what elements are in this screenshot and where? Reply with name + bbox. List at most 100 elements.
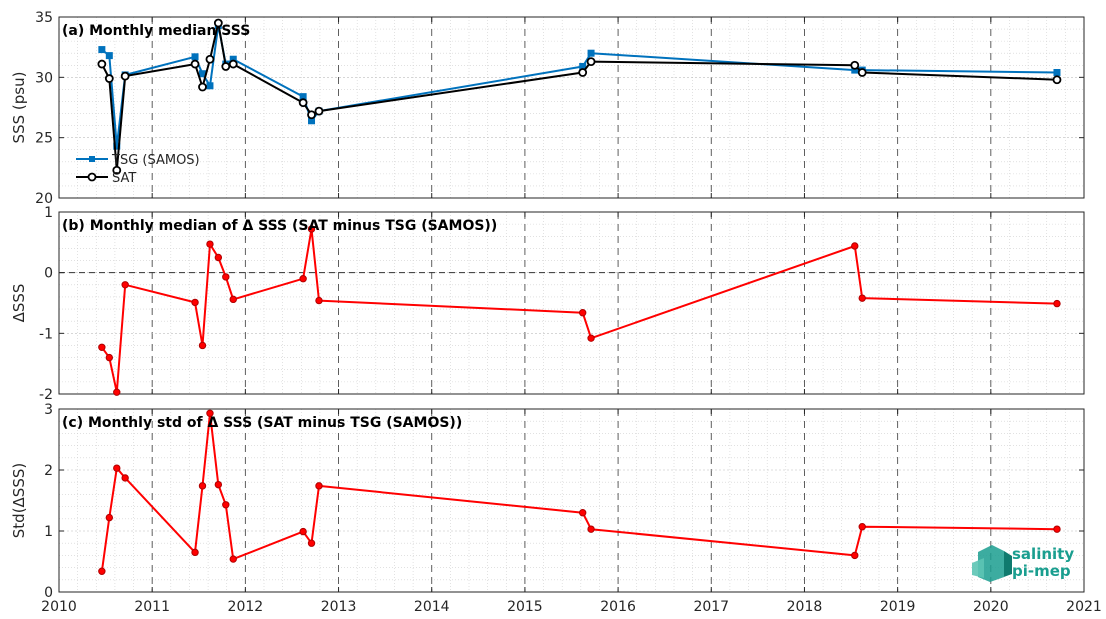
data-point (851, 551, 859, 560)
series-0 (98, 409, 1061, 575)
y-tick-label: 25 (35, 131, 53, 147)
data-point (222, 273, 230, 281)
y-tick-label: 30 (35, 70, 53, 86)
data-point (858, 294, 866, 302)
salinity-pi-mep-logo: salinity pi-mep (972, 545, 1074, 582)
x-tick-label: 2021 (1066, 599, 1102, 615)
data-point (857, 68, 867, 77)
y-tick-label: -2 (39, 387, 53, 403)
y-tick-label: -1 (39, 326, 53, 342)
x-tick-label: 2015 (507, 599, 543, 615)
data-point (1053, 299, 1061, 308)
data-point (578, 509, 587, 517)
legend-entry-label: SAT (112, 171, 136, 186)
data-point (191, 298, 199, 307)
legend-entry-label: TSG (SAMOS) (111, 153, 200, 168)
logo-text-line1: salinity (1012, 545, 1074, 563)
data-point (1052, 75, 1062, 85)
data-point (221, 62, 231, 71)
data-point (315, 296, 323, 305)
grid-minor (59, 17, 1084, 198)
panel-a-monthly-median-sss: 20 25 30 35 SSS (psu) TSG (SAMOS) SAT (a) Month… (10, 10, 1085, 207)
x-tick-label: 2017 (693, 599, 729, 615)
panel-title: (b) Monthly median of Δ SSS (SAT minus T… (62, 218, 497, 234)
x-tick-label: 2014 (414, 599, 450, 615)
data-point (307, 225, 316, 233)
y-axis-label: ΔSSS (10, 284, 28, 323)
plot-area (59, 409, 1084, 592)
data-point (587, 49, 595, 57)
x-tick-label: 2012 (228, 599, 264, 615)
x-tick-label: 2013 (321, 599, 357, 615)
data-point (858, 523, 866, 531)
y-axis-label: SSS (psu) (10, 72, 28, 144)
data-point (206, 409, 214, 417)
data-point (851, 242, 859, 250)
plot-area (59, 212, 1084, 394)
legend-swatch-marker (87, 172, 97, 182)
panel-title: (c) Monthly std of Δ SSS (SAT minus TSG … (62, 415, 462, 431)
data-point (228, 59, 238, 69)
data-point (113, 464, 121, 472)
plot-area (59, 17, 1084, 198)
data-point (198, 482, 207, 490)
y-tick-label: 35 (35, 10, 53, 26)
data-point (191, 548, 199, 557)
data-point (105, 513, 114, 522)
data-point (198, 82, 207, 92)
data-point (190, 59, 200, 69)
data-point (97, 59, 107, 69)
data-point (229, 555, 237, 563)
y-tick-label: 0 (44, 585, 53, 601)
grid-minor (59, 409, 1084, 592)
y-tick-label: 3 (44, 402, 53, 418)
x-tick-label: 2020 (973, 599, 1009, 615)
axes-box (58, 16, 1085, 199)
data-point (112, 165, 122, 175)
data-point (206, 240, 214, 248)
x-tick-label: 2010 (41, 599, 77, 615)
data-point (98, 567, 106, 575)
series-line (101, 228, 1058, 394)
x-tick-label: 2011 (134, 599, 170, 615)
data-point (104, 74, 114, 83)
data-point (307, 110, 316, 120)
data-point (1053, 69, 1061, 77)
data-point (214, 253, 223, 262)
data-point (205, 54, 215, 64)
data-point (229, 295, 237, 304)
y-axis-label: Std(ΔSSS) (10, 463, 28, 538)
panel-title: (a) Monthly median SSS (62, 23, 250, 39)
data-point (299, 527, 307, 536)
y-tick-label: 0 (44, 266, 53, 282)
data-point (578, 309, 587, 317)
panel-c-monthly-std-delta-sss: 0 1 2 3 2010 2011 2012 2013 2014 2015 2016 2017 2018… (10, 402, 1102, 615)
data-point (191, 53, 199, 61)
data-point (578, 68, 588, 77)
panel-b-monthly-median-delta-sss: -2 -1 0 1 ΔSSS (b) Monthly median of Δ SSS (S… (10, 205, 1085, 403)
series-0 (98, 225, 1061, 396)
x-tick-label: 2019 (880, 599, 916, 615)
data-point (113, 388, 121, 396)
data-point (121, 281, 129, 289)
data-point (105, 353, 114, 362)
logo-mark-icon (972, 545, 1012, 582)
y-tick-label: 1 (44, 205, 53, 221)
data-point (587, 525, 595, 533)
axes-box (58, 211, 1085, 395)
data-point (850, 60, 860, 70)
x-tick-label: 2018 (787, 599, 823, 615)
data-point (299, 275, 307, 283)
series-1 (97, 18, 1062, 175)
data-point (214, 480, 223, 489)
y-tick-label: 20 (35, 191, 53, 207)
data-point (121, 474, 129, 482)
data-point (105, 52, 113, 60)
data-point (586, 57, 596, 67)
y-tick-label: 2 (44, 463, 53, 479)
data-point (222, 501, 230, 509)
data-point (198, 341, 207, 350)
legend-swatch-marker (89, 156, 95, 162)
data-point (307, 539, 316, 547)
